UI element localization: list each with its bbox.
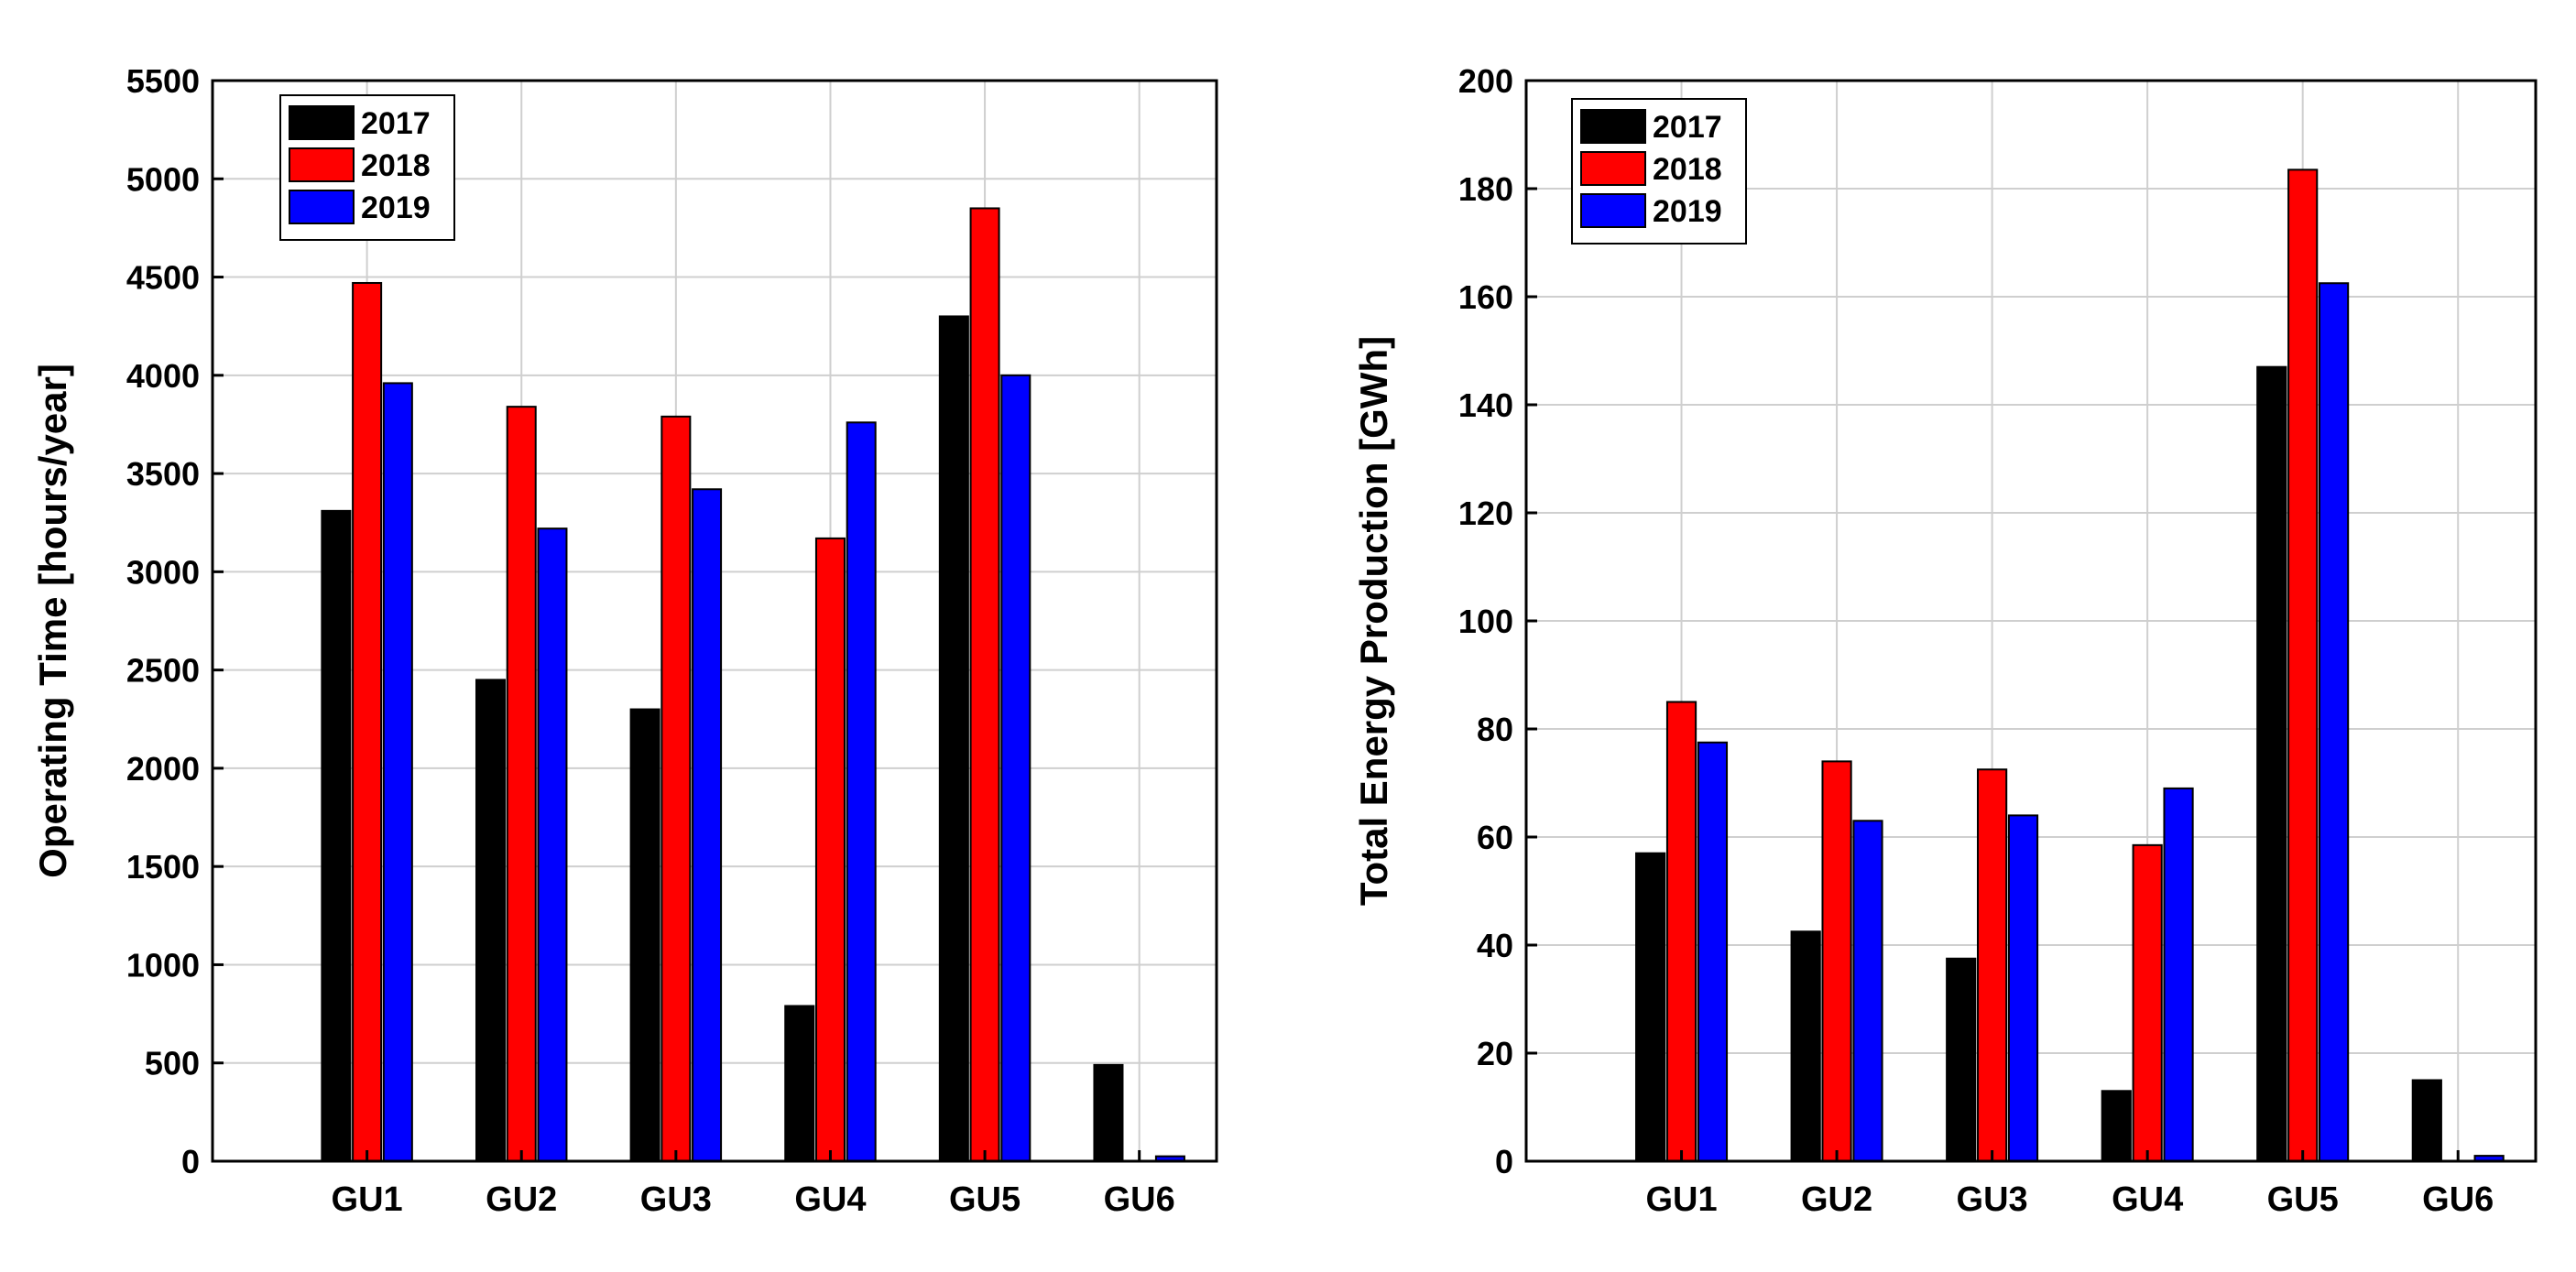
axes-box <box>211 79 1218 1163</box>
bars <box>1635 169 2505 1163</box>
y-tick-label: 5500 <box>126 62 200 100</box>
bar-2019-GU1 <box>1697 741 1729 1162</box>
bar-2018-GU1 <box>352 281 383 1162</box>
bar-2017-GU6 <box>2411 1079 2442 1162</box>
y-axis-label: Operating Time [hours/year] <box>31 364 74 878</box>
y-tick-label: 80 <box>1477 711 1513 748</box>
y-tick-label: 5000 <box>126 160 200 198</box>
energy-production-chart-panel: 0 20 40 60 80 100 120 140 160 180 200 GU1 GU2 GU3 GU4 G… <box>1288 0 2576 1272</box>
bar-2017-GU5 <box>2256 365 2287 1162</box>
x-tick-label: GU2 <box>486 1180 557 1219</box>
x-tick-label: GU2 <box>1801 1180 1872 1219</box>
bar-2019-GU4 <box>846 421 877 1162</box>
legend: 2017 2018 2019 <box>279 94 455 241</box>
operating-time-chart: 0 500 1000 1500 2000 2500 3000 3500 4000 4500 5000… <box>31 62 1218 1219</box>
legend-swatch-2019 <box>1580 193 1646 228</box>
y-tick-label: 3000 <box>126 553 200 591</box>
bar-2017-GU3 <box>629 708 660 1163</box>
bar-2018-GU4 <box>2132 843 2163 1162</box>
y-tick-label: 4500 <box>126 259 200 297</box>
energy-production-chart: 0 20 40 60 80 100 120 140 160 180 200 GU1 GU2 GU3 GU4 G… <box>1352 62 2538 1219</box>
legend-label-2017: 2017 <box>1653 110 1722 145</box>
legend-label-2019: 2019 <box>361 190 431 225</box>
operating-time-chart-panel: 0 500 1000 1500 2000 2500 3000 3500 4000 4500 5000… <box>31 62 1218 1219</box>
y-tick-label: 180 <box>1458 170 1513 208</box>
bar-2019-GU3 <box>2007 814 2039 1163</box>
bar-2018-GU5 <box>2287 169 2319 1163</box>
bar-2017-GU6 <box>1093 1063 1124 1162</box>
legend-swatch-2017 <box>289 105 355 140</box>
legend: 2017 2018 2019 <box>1571 98 1747 245</box>
x-tick-label: GU5 <box>949 1180 1021 1219</box>
y-tick-label: 0 <box>1495 1143 1513 1180</box>
bar-2018-GU3 <box>660 415 692 1162</box>
bars <box>321 207 1185 1163</box>
legend-label-2018: 2018 <box>361 148 431 183</box>
y-axis-label: Total Energy Production [GWh] <box>1352 336 1395 906</box>
y-tick-label: 2000 <box>126 750 200 788</box>
y-tick-label: 140 <box>1458 386 1513 424</box>
x-tick-label: GU1 <box>332 1180 403 1219</box>
y-tick-label: 160 <box>1458 278 1513 316</box>
legend-swatch-2019 <box>289 190 355 224</box>
bar-2018-GU3 <box>1977 768 2008 1162</box>
y-tick-label: 500 <box>145 1045 200 1082</box>
bar-2017-GU4 <box>784 1005 815 1162</box>
y-tick-label: 3500 <box>126 455 200 493</box>
bar-2019-GU5 <box>2319 282 2350 1162</box>
bar-2018-GU5 <box>969 207 1000 1162</box>
bar-2017-GU3 <box>1946 957 1977 1162</box>
bar-2018-GU2 <box>506 406 537 1162</box>
bar-2019-GU2 <box>537 527 568 1162</box>
bar-2017-GU2 <box>475 679 507 1162</box>
x-tick-label: GU6 <box>1104 1180 1175 1219</box>
x-tick-label: GU3 <box>640 1180 712 1219</box>
x-tick-label: GU3 <box>1957 1180 2028 1219</box>
y-tick-label: 4000 <box>126 357 200 395</box>
x-tick-label: GU4 <box>2112 1180 2183 1219</box>
bar-2019-GU5 <box>1000 374 1031 1162</box>
bar-2017-GU2 <box>1790 930 1821 1162</box>
y-tick-label: 120 <box>1458 495 1513 532</box>
x-tick-label: GU1 <box>1645 1180 1717 1219</box>
y-tick-label: 20 <box>1477 1035 1513 1072</box>
x-tick-label: GU5 <box>2267 1180 2339 1219</box>
y-tick-label: 2500 <box>126 652 200 690</box>
bar-2017-GU1 <box>321 509 352 1162</box>
y-tick-label: 60 <box>1477 819 1513 856</box>
bar-2019-GU2 <box>1852 820 1883 1162</box>
legend-label-2018: 2018 <box>1653 152 1722 187</box>
bar-2017-GU5 <box>938 315 969 1163</box>
bar-2018-GU2 <box>1821 760 1852 1163</box>
bar-2019-GU3 <box>692 488 723 1162</box>
y-tick-label: 0 <box>181 1143 200 1180</box>
y-tick-label: 200 <box>1458 62 1513 100</box>
legend-swatch-2018 <box>1580 151 1646 186</box>
x-tick-label: GU6 <box>2422 1180 2494 1219</box>
bar-2017-GU4 <box>2101 1090 2132 1163</box>
legend-swatch-2018 <box>289 147 355 182</box>
bar-2017-GU1 <box>1635 852 1666 1162</box>
y-tick-label: 100 <box>1458 603 1513 640</box>
bar-2018-GU4 <box>814 537 846 1162</box>
bar-2019-GU4 <box>2163 787 2194 1163</box>
bar-2018-GU1 <box>1665 701 1697 1162</box>
legend-swatch-2017 <box>1580 109 1646 144</box>
legend-label-2019: 2019 <box>1653 194 1722 229</box>
bar-2019-GU1 <box>382 382 413 1162</box>
legend-label-2017: 2017 <box>361 106 431 141</box>
y-tick-label: 1500 <box>126 848 200 886</box>
y-tick-label: 40 <box>1477 927 1513 964</box>
x-tick-label: GU4 <box>794 1180 866 1219</box>
y-tick-label: 1000 <box>126 946 200 984</box>
